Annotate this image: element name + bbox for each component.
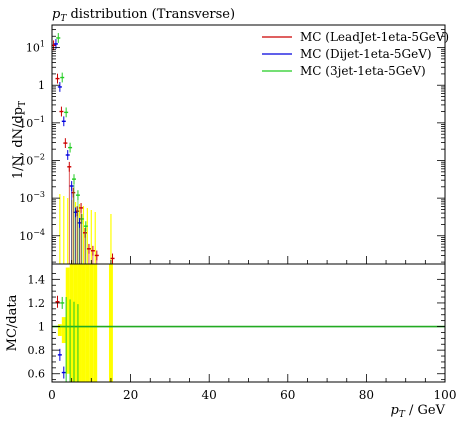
y-axis-label-main-text: 1/N, dN/dp [11,107,26,179]
x-tick-label: 40 [202,388,217,402]
y-tick-label-ratio: 0.6 [28,368,46,381]
chart-title-rest: distribution (Transverse) [66,7,235,22]
x-tick-label: 60 [280,388,295,402]
y-tick-label-ratio: 0.8 [28,344,46,357]
x-axis-label-var: p [391,403,400,418]
y-tick-label-main: 101 [26,40,45,55]
y-axis-label-main: 1/N, dN/dpT [11,101,28,179]
y-tick-label-main: 10−1 [19,115,45,130]
y-tick-label-main: 10−4 [19,228,45,243]
x-tick-label: 100 [434,388,457,402]
x-tick-label: 0 [48,388,56,402]
y-tick-label-main: 10−2 [19,152,45,167]
ratio-uncertainty-band [89,264,94,382]
y-tick-label-ratio: 1.4 [28,273,46,286]
ratio-uncertainty-band [85,264,90,382]
chart-title: pT distribution (Transverse) [52,7,235,24]
y-tick-label-main: 10−3 [19,190,45,205]
ratio-uncertainty-band [77,264,82,382]
chart-title-sub: T [60,14,67,24]
legend: MC (LeadJet-1eta-5GeV) MC (Dijet-1eta-5Ge… [262,30,449,78]
x-tick-label: 20 [123,388,138,402]
main-plot-panel: 101 1 10−1 10−2 10−3 10−4 [19,24,446,265]
ratio-uncertainty-band [73,264,78,382]
ratio-uncertainty-band [61,317,66,344]
y-axis-label-main-sub: T [18,101,28,107]
legend-label: MC (3jet-1eta-5GeV) [300,64,426,78]
y-tick-label-main: 1 [38,79,45,92]
ratio-uncertainty-band [65,267,70,374]
legend-label: MC (LeadJet-1eta-5GeV) [300,30,449,44]
y-axis-label-ratio: MC/data [5,294,20,351]
y-tick-label-ratio: 1 [38,321,45,334]
ratio-uncertainty-band [81,264,86,382]
ratio-uncertainty-band [69,264,74,382]
x-tick-label: 80 [359,388,374,402]
ratio-uncertainty-band [93,264,98,382]
ratio-plot-frame [51,263,446,383]
y-tick-label-ratio: 1.2 [28,297,46,310]
legend-label: MC (Dijet-1eta-5GeV) [300,47,432,61]
ratio-plot-panel: 0 20 40 60 80 100 1.4 1.2 1 0.8 0.6 [28,263,457,402]
ratio-uncertainty-band [108,264,113,382]
x-axis-label-rest: / GeV [405,403,446,418]
chart-title-var: p [52,7,61,22]
ratio-uncertainty-band [57,324,62,336]
x-axis-label: pT / GeV [391,403,446,420]
x-axis-label-sub: T [399,410,406,420]
